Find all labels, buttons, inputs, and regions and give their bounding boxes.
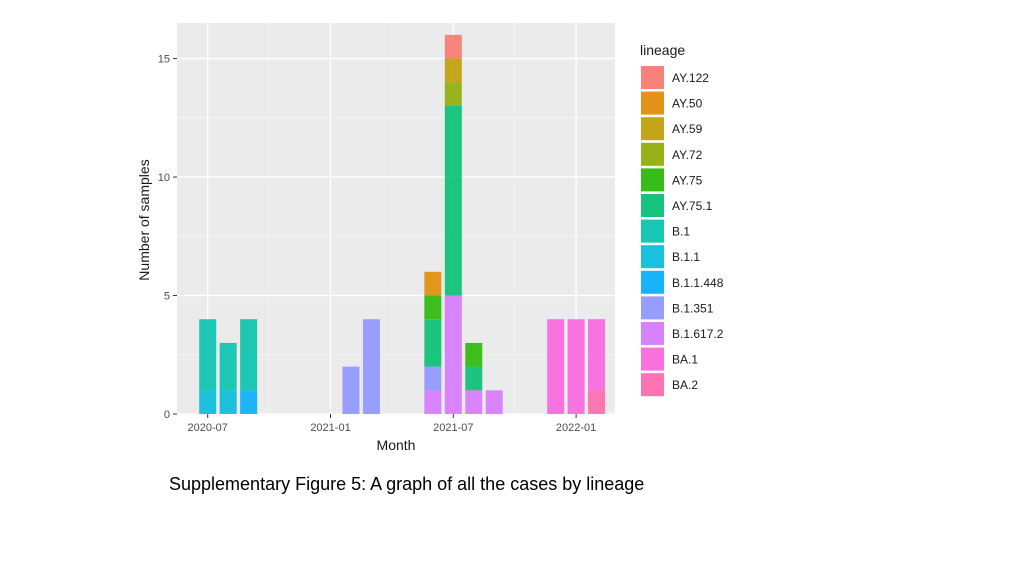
legend-label-AY.122: AY.122 xyxy=(672,71,709,85)
legend-label-B.1.617.2: B.1.617.2 xyxy=(672,327,724,341)
bar-segment-2021-06-AY.75.1 xyxy=(424,319,442,367)
legend-label-B.1.1.448: B.1.1.448 xyxy=(672,276,724,290)
bar-segment-2021-06-B.1.351 xyxy=(424,366,442,391)
legend-label-AY.75.1: AY.75.1 xyxy=(672,199,713,213)
bar-segment-2021-06-AY.75 xyxy=(424,295,442,320)
y-tick-label: 5 xyxy=(164,291,170,303)
y-axis-title: Number of samples xyxy=(136,159,152,280)
legend-swatch-BA.2 xyxy=(641,373,664,397)
bar-segment-2021-02-B.1.351 xyxy=(342,366,360,414)
legend-swatch-B.1.1 xyxy=(641,245,664,269)
bar-segment-2022-02-BA.2 xyxy=(588,390,606,414)
bar-segment-2020-09-B.1.1.448 xyxy=(240,390,258,414)
legend-label-B.1: B.1 xyxy=(672,225,690,239)
bar-segment-2021-07-AY.75.1 xyxy=(444,105,462,296)
bar-segment-2021-09-B.1.617.2 xyxy=(485,390,503,414)
bars-layer xyxy=(199,34,606,414)
legend-label-B.1.1: B.1.1 xyxy=(672,250,700,264)
x-tick-label: 2021-01 xyxy=(310,422,350,434)
y-tick-label: 15 xyxy=(158,54,170,66)
legend-swatch-B.1 xyxy=(641,219,664,243)
legend-label-BA.1: BA.1 xyxy=(672,353,698,367)
legend-swatch-AY.122 xyxy=(641,66,664,89)
legend-label-BA.2: BA.2 xyxy=(672,378,698,392)
legend-swatch-AY.75.1 xyxy=(641,194,664,217)
y-tick-label: 0 xyxy=(164,409,170,421)
bar-segment-2021-06-AY.50 xyxy=(424,271,442,296)
bar-segment-2022-01-BA.1 xyxy=(567,319,585,414)
legend-swatch-AY.75 xyxy=(641,168,664,192)
legend: AY.122 AY.50 AY.59 AY.72 AY.75 AY.75.1 B.1 B.1.… xyxy=(641,66,724,397)
bar-segment-2021-07-AY.122 xyxy=(444,34,462,59)
bar-segment-2021-03-B.1.351 xyxy=(362,319,380,414)
bar-segment-2020-07-B.1.1 xyxy=(199,390,217,414)
legend-title: lineage xyxy=(640,42,685,58)
bar-segment-2022-02-BA.1 xyxy=(588,319,606,391)
stacked-bar-chart: 0 5 10 15 2020-07 2021-01 2021-07 2022-01 Mont… xyxy=(136,23,724,453)
bar-segment-2021-07-AY.72 xyxy=(444,82,462,106)
legend-label-B.1.351: B.1.351 xyxy=(672,301,714,315)
legend-swatch-BA.1 xyxy=(641,347,664,371)
bar-segment-2020-08-B.1.1 xyxy=(219,390,237,414)
legend-swatch-AY.59 xyxy=(641,117,664,141)
legend-swatch-AY.72 xyxy=(641,142,664,166)
legend-swatch-B.1.617.2 xyxy=(641,322,664,345)
x-axis: 2020-07 2021-01 2021-07 2022-01 xyxy=(188,414,596,434)
y-tick-label: 10 xyxy=(158,172,170,184)
legend-label-AY.72: AY.72 xyxy=(672,148,703,162)
legend-swatch-AY.50 xyxy=(641,91,664,115)
x-tick-label: 2021-07 xyxy=(433,422,473,434)
bar-segment-2021-08-B.1.617.2 xyxy=(465,390,483,414)
x-axis-title: Month xyxy=(377,437,416,453)
bar-segment-2021-12-BA.1 xyxy=(547,319,565,414)
legend-label-AY.75: AY.75 xyxy=(672,173,703,187)
legend-label-AY.59: AY.59 xyxy=(672,122,703,136)
bar-segment-2020-07-B.1 xyxy=(199,319,217,391)
y-axis: 0 5 10 15 xyxy=(158,54,177,421)
bar-segment-2021-06-B.1.617.2 xyxy=(424,390,442,414)
bar-segment-2020-08-B.1 xyxy=(219,342,237,391)
figure-caption: Supplementary Figure 5: A graph of all t… xyxy=(169,474,645,494)
bar-segment-2021-08-AY.75 xyxy=(465,342,483,367)
legend-swatch-B.1.351 xyxy=(641,296,664,320)
bar-segment-2021-07-B.1.617.2 xyxy=(444,295,462,414)
x-tick-label: 2022-01 xyxy=(556,422,596,434)
x-tick-label: 2020-07 xyxy=(188,422,228,434)
bar-segment-2021-07-AY.59 xyxy=(444,58,462,83)
legend-label-AY.50: AY.50 xyxy=(672,97,703,111)
legend-swatch-B.1.1.448 xyxy=(641,270,664,294)
bar-segment-2021-08-AY.75.1 xyxy=(465,366,483,391)
bar-segment-2020-09-B.1 xyxy=(240,319,258,391)
